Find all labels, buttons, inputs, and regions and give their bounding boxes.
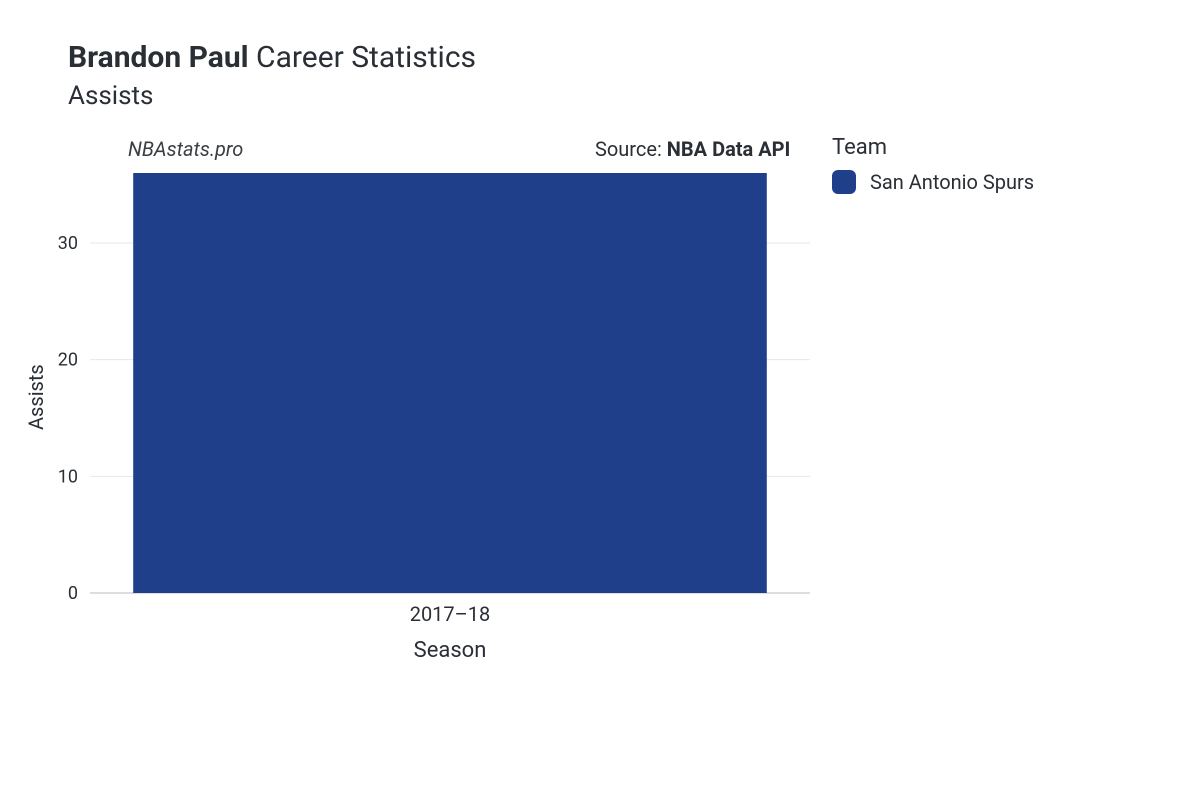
source-credit: Source: NBA Data API — [595, 137, 790, 161]
y-axis-title: Assists — [24, 364, 48, 430]
legend-items: San Antonio Spurs — [832, 170, 1034, 194]
bar — [133, 173, 767, 593]
chart-subtitle: Assists — [68, 81, 1180, 111]
y-tick-label: 30 — [58, 233, 78, 254]
site-credit: NBAstats.pro — [128, 137, 243, 161]
player-name: Brandon Paul — [68, 40, 249, 75]
source-name: NBA Data API — [667, 137, 791, 161]
legend-label: San Antonio Spurs — [870, 170, 1034, 194]
source-prefix: Source: — [595, 137, 667, 161]
chart-container: Brandon Paul Career Statistics Assists N… — [0, 0, 1200, 800]
x-tick-label: 2017–18 — [410, 602, 491, 626]
y-tick-label: 10 — [58, 466, 78, 487]
chart-svg: 0 10 20 30 2017–18 Season — [20, 167, 820, 697]
title-suffix: Career Statistics — [256, 40, 476, 75]
chart-title: Brandon Paul Career Statistics — [68, 40, 1180, 75]
y-tick-label: 0 — [68, 583, 78, 604]
attribution-row: NBAstats.pro Source: NBA Data API — [20, 137, 1180, 167]
legend-swatch — [832, 170, 856, 194]
legend-item: San Antonio Spurs — [832, 170, 1034, 194]
plot-area: 0 10 20 30 2017–18 Season — [20, 167, 820, 697]
y-tick-label: 20 — [58, 350, 78, 371]
plot-row: 01020302017–18Season Team San Antonio Sp… — [20, 167, 1180, 697]
x-axis-title: Season — [414, 638, 487, 663]
